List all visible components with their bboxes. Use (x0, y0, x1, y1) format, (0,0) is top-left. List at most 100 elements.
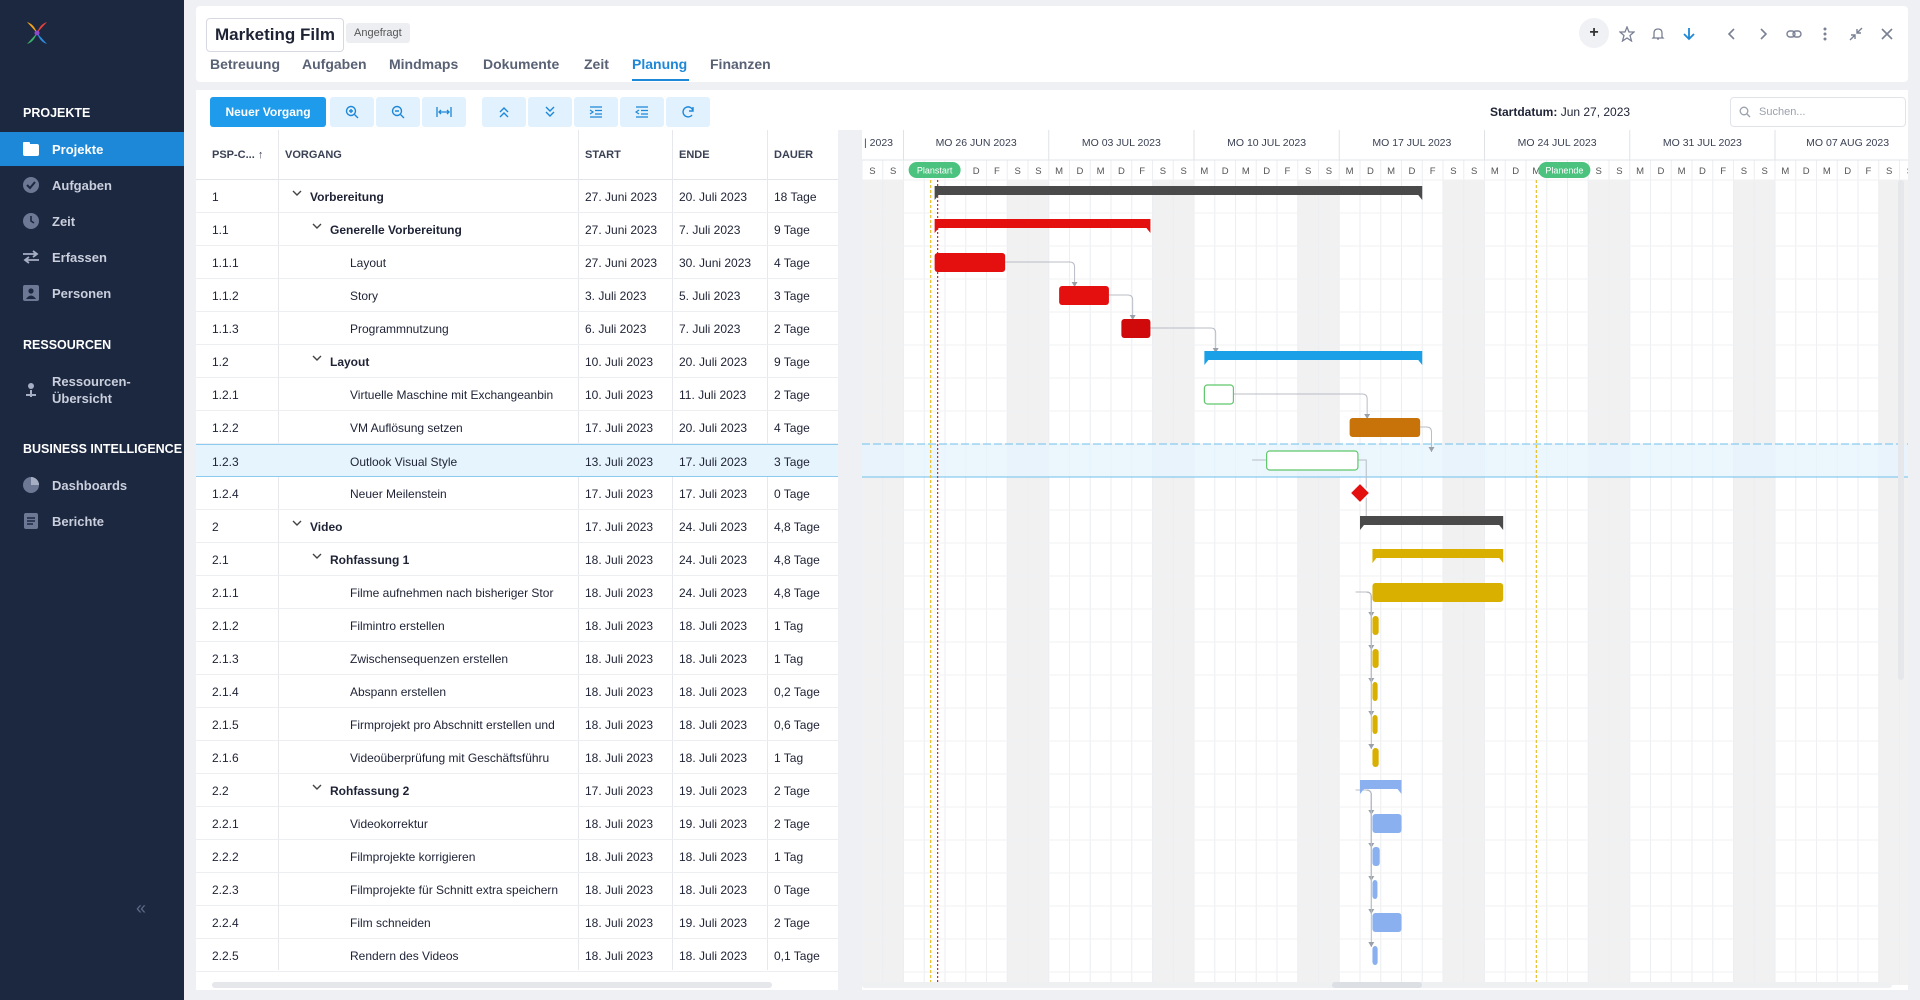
cell-vorgang[interactable]: Rohfassung 2 (330, 784, 410, 798)
cell-start[interactable]: 18. Juli 2023 (585, 553, 654, 567)
cell-ende[interactable]: 24. Juli 2023 (679, 586, 748, 600)
table-row[interactable]: 1.2.3 Outlook Visual Style 13. Juli 2023 17… (196, 444, 838, 477)
cell-dauer[interactable]: 0 Tage (774, 487, 810, 501)
cell-vorgang[interactable]: Abspann erstellen (350, 685, 447, 699)
cell-ende[interactable]: 5. Juli 2023 (679, 289, 741, 303)
table-row[interactable]: 2.2.3 Filmprojekte für Schnitt extra spei… (196, 873, 838, 906)
tab-dokumente[interactable]: Dokumente (483, 56, 560, 72)
cell-dauer[interactable]: 9 Tage (774, 223, 810, 237)
collapse-arrows-icon[interactable] (1845, 23, 1867, 45)
cell-vorgang[interactable]: Filme aufnehmen nach bisheriger Stor (350, 586, 554, 600)
task-bar[interactable] (1372, 715, 1378, 734)
cell-ende[interactable]: 18. Juli 2023 (679, 949, 748, 963)
task-bar[interactable] (1372, 649, 1379, 668)
tab-mindmaps[interactable]: Mindmaps (389, 56, 459, 72)
task-bar-outline[interactable] (1203, 384, 1235, 405)
zoom-out-icon[interactable] (376, 97, 420, 127)
cell-start[interactable]: 27. Juni 2023 (585, 190, 658, 204)
cell-dauer[interactable]: 4 Tage (774, 421, 810, 435)
cell-start[interactable]: 6. Juli 2023 (585, 322, 647, 336)
cell-dauer[interactable]: 4,8 Tage (774, 586, 820, 600)
cell-start[interactable]: 18. Juli 2023 (585, 619, 654, 633)
chevron-right-icon[interactable] (1752, 23, 1774, 45)
cell-dauer[interactable]: 1 Tag (774, 751, 804, 765)
cell-dauer[interactable]: 3 Tage (774, 455, 810, 469)
download-arrow-icon[interactable] (1678, 23, 1700, 45)
tab-betreuung[interactable]: Betreuung (210, 56, 280, 72)
chevron-down-icon[interactable] (310, 219, 324, 233)
cell-dauer[interactable]: 1 Tag (774, 850, 804, 864)
close-icon[interactable] (1876, 23, 1898, 45)
table-row[interactable]: 1.2 Layout 10. Juli 2023 20. Juli 2023 9 Tag… (196, 345, 838, 378)
sidebar-item-aufgaben[interactable]: Aufgaben (0, 168, 184, 202)
cell-ende[interactable]: 7. Juli 2023 (679, 322, 741, 336)
plan-start-marker[interactable] (908, 162, 961, 178)
bell-icon[interactable] (1647, 23, 1669, 45)
cell-vorgang[interactable]: Film schneiden (350, 916, 431, 930)
table-row[interactable]: 1.2.1 Virtuelle Maschine mit Exchangeanbi… (196, 378, 838, 411)
sidebar-item-erfassen[interactable]: Erfassen (0, 240, 184, 274)
cell-ende[interactable]: 19. Juli 2023 (679, 817, 748, 831)
expand-all-icon[interactable] (528, 97, 572, 127)
sidebar-item-dashboards[interactable]: Dashboards (0, 468, 184, 502)
chevron-down-icon[interactable] (310, 351, 324, 365)
summary-bar[interactable] (1360, 516, 1504, 530)
star-icon[interactable] (1616, 23, 1638, 45)
cell-dauer[interactable]: 4,8 Tage (774, 553, 820, 567)
cell-vorgang[interactable]: Filmprojekte korrigieren (350, 850, 476, 864)
cell-ende[interactable]: 24. Juli 2023 (679, 520, 748, 534)
table-row[interactable]: 2 Video 17. Juli 2023 24. Juli 2023 4,8 Tage (196, 510, 838, 543)
cell-dauer[interactable]: 2 Tage (774, 322, 810, 336)
table-row[interactable]: 1.1.2 Story 3. Juli 2023 5. Juli 2023 3 Tage (196, 279, 838, 312)
gantt-vertical-scrollbar[interactable] (1898, 180, 1904, 680)
column-vorgang[interactable]: VORGANG (285, 149, 342, 161)
task-bar[interactable] (1372, 814, 1402, 833)
outdent-icon[interactable] (620, 97, 664, 127)
cell-dauer[interactable]: 0,1 Tage (774, 949, 820, 963)
cell-vorgang[interactable]: Story (350, 289, 379, 303)
cell-ende[interactable]: 30. Juni 2023 (679, 256, 752, 270)
table-row[interactable]: 2.1.6 Videoüberprüfung mit Geschäftsführu… (196, 741, 838, 774)
cell-vorgang[interactable]: Rendern des Videos (350, 949, 459, 963)
cell-vorgang[interactable]: Vorbereitung (310, 190, 384, 204)
cell-vorgang[interactable]: Filmintro erstellen (350, 619, 445, 633)
chevron-down-icon[interactable] (290, 186, 304, 200)
cell-dauer[interactable]: 9 Tage (774, 355, 810, 369)
cell-ende[interactable]: 18. Juli 2023 (679, 619, 748, 633)
cell-start[interactable]: 27. Juni 2023 (585, 223, 658, 237)
cell-dauer[interactable]: 1 Tag (774, 619, 804, 633)
cell-vorgang[interactable]: Layout (350, 256, 387, 270)
cell-ende[interactable]: 19. Juli 2023 (679, 784, 748, 798)
tab-finanzen[interactable]: Finanzen (710, 56, 771, 72)
cell-vorgang[interactable]: Outlook Visual Style (350, 455, 458, 469)
cell-start[interactable]: 18. Juli 2023 (585, 883, 654, 897)
cell-dauer[interactable]: 4 Tage (774, 256, 810, 270)
cell-start[interactable]: 13. Juli 2023 (585, 455, 654, 469)
task-bar[interactable] (1372, 682, 1378, 701)
cell-ende[interactable]: 18. Juli 2023 (679, 850, 748, 864)
cell-ende[interactable]: 18. Juli 2023 (679, 652, 748, 666)
task-bar[interactable] (1372, 880, 1378, 899)
table-row[interactable]: 2.2 Rohfassung 2 17. Juli 2023 19. Juli 202… (196, 774, 838, 807)
cell-start[interactable]: 18. Juli 2023 (585, 751, 654, 765)
cell-ende[interactable]: 18. Juli 2023 (679, 685, 748, 699)
cell-vorgang[interactable]: VM Auflösung setzen (350, 421, 463, 435)
sidebar-item-zeit[interactable]: Zeit (0, 204, 184, 238)
task-bar-outline[interactable] (1266, 450, 1359, 471)
cell-dauer[interactable]: 2 Tage (774, 388, 810, 402)
tab-aufgaben[interactable]: Aufgaben (302, 56, 367, 72)
cell-vorgang[interactable]: Zwischensequenzen erstellen (350, 652, 509, 666)
cell-dauer[interactable]: 2 Tage (774, 916, 810, 930)
chevron-down-icon[interactable] (310, 780, 324, 794)
task-bar[interactable] (1372, 847, 1380, 866)
sidebar-item-ressourcen-uebersicht[interactable]: Ressourcen- Übersicht (0, 368, 184, 412)
table-row[interactable]: 2.1.3 Zwischensequenzen erstellen 18. Juli… (196, 642, 838, 675)
table-row[interactable]: 1.1.3 Programmnutzung 6. Juli 2023 7. Juli … (196, 312, 838, 345)
cell-vorgang[interactable]: Programmnutzung (350, 322, 449, 336)
cell-start[interactable]: 18. Juli 2023 (585, 685, 654, 699)
task-bar[interactable] (934, 253, 1006, 272)
cell-start[interactable]: 18. Juli 2023 (585, 850, 654, 864)
table-row[interactable]: 2.2.5 Rendern des Videos 18. Juli 2023 18. … (196, 939, 838, 972)
new-task-button[interactable]: Neuer Vorgang (210, 97, 326, 127)
cell-dauer[interactable]: 18 Tage (774, 190, 817, 204)
